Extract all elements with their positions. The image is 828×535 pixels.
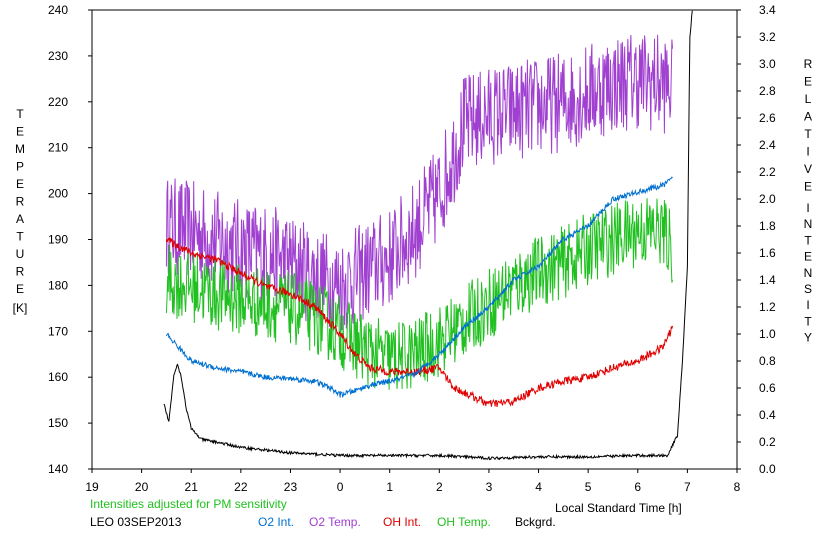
y-right-tick-label: 3.0 bbox=[759, 57, 776, 71]
y-left-label-char: R bbox=[16, 265, 25, 279]
y-left-tick-label: 140 bbox=[48, 462, 68, 476]
labels: Intensities adjusted for PM sensitivity … bbox=[90, 497, 682, 529]
y-right-tick-label: 0.6 bbox=[759, 381, 776, 395]
y-right-tick-label: 2.0 bbox=[759, 192, 776, 206]
y-right-tick-label: 2.4 bbox=[759, 138, 776, 152]
x-tick-label: 5 bbox=[585, 480, 592, 494]
y-right-tick-label: 1.0 bbox=[759, 327, 776, 341]
y-right-label-char: T bbox=[804, 127, 812, 141]
y-right-tick-label: 2.2 bbox=[759, 165, 776, 179]
x-tick-label: 20 bbox=[135, 480, 149, 494]
y-left-tick-label: 170 bbox=[48, 324, 68, 338]
y-left-label-char: E bbox=[16, 177, 24, 191]
y-right-label-char: Y bbox=[804, 331, 812, 345]
y-right-label-char: T bbox=[804, 314, 812, 328]
y-right-tick-label: 0.8 bbox=[759, 354, 776, 368]
y-left-tick-label: 160 bbox=[48, 370, 68, 384]
legend: O2 Int. O2 Temp. OH Int. OH Temp. Bckgrd. bbox=[258, 515, 556, 529]
y-left-tick-label: 240 bbox=[48, 3, 68, 17]
y-right-label-char: E bbox=[804, 75, 812, 89]
y-right-label-char: N bbox=[804, 266, 813, 280]
chart-note: Intensities adjusted for PM sensitivity bbox=[90, 497, 287, 511]
x-tick-label: 4 bbox=[535, 480, 542, 494]
y-right-tick-label: 0.2 bbox=[759, 435, 776, 449]
y-left-label-char: M bbox=[15, 142, 25, 156]
y-left-label-char: E bbox=[16, 125, 24, 139]
series-line-oh_temp bbox=[165, 198, 673, 390]
legend-entry: O2 Temp. bbox=[309, 515, 361, 529]
axes: 19 20 21 22 23 0 1 2 3 4 5 6 7 8140150160170180190200… bbox=[48, 3, 776, 494]
x-tick-label: 6 bbox=[634, 480, 641, 494]
y-left-tick-label: 230 bbox=[48, 49, 68, 63]
y-right-label-char: S bbox=[804, 282, 812, 296]
y-left-label-char: U bbox=[16, 247, 25, 261]
y-right-label-char: R bbox=[804, 57, 813, 71]
y-right-tick-label: 0.0 bbox=[759, 462, 776, 476]
y-right-label-char: A bbox=[804, 110, 812, 124]
y-right-label-char: V bbox=[804, 162, 812, 176]
y-right-label-char: N bbox=[804, 217, 813, 231]
legend-entry: Bckgrd. bbox=[515, 515, 556, 529]
y-right-tick-label: 0.4 bbox=[759, 408, 776, 422]
y-right-tick-label: 1.4 bbox=[759, 273, 776, 287]
y-right-label-char: L bbox=[805, 92, 812, 106]
y-right-label-char: E bbox=[804, 250, 812, 264]
y-left-tick-label: 200 bbox=[48, 187, 68, 201]
x-tick-label: 0 bbox=[337, 480, 344, 494]
y-right-label-char: I bbox=[806, 298, 809, 312]
series-line-bckgrd bbox=[163, 10, 693, 461]
series-layer bbox=[163, 10, 693, 461]
y-left-label-char: A bbox=[16, 212, 24, 226]
y-left-unit: [K] bbox=[13, 301, 28, 315]
y-right-tick-label: 1.2 bbox=[759, 300, 776, 314]
x-tick-label: 7 bbox=[684, 480, 691, 494]
y-right-tick-label: 3.2 bbox=[759, 30, 776, 44]
x-tick-label: 8 bbox=[734, 480, 741, 494]
station-label: LEO 03SEP2013 bbox=[90, 515, 182, 529]
series-line-o2_temp bbox=[165, 34, 673, 333]
y-left-label-char: R bbox=[16, 195, 25, 209]
y-left-tick-label: 180 bbox=[48, 278, 68, 292]
y-right-tick-label: 3.4 bbox=[759, 3, 776, 17]
y-right-tick-label: 2.6 bbox=[759, 111, 776, 125]
series-line-o2_int bbox=[165, 176, 673, 398]
y-left-label-char: P bbox=[16, 160, 24, 174]
y-right-tick-label: 1.6 bbox=[759, 246, 776, 260]
x-axis-label: Local Standard Time [h] bbox=[555, 501, 682, 515]
legend-entry: O2 Int. bbox=[258, 515, 294, 529]
x-tick-label: 19 bbox=[85, 480, 99, 494]
y-right-tick-label: 2.8 bbox=[759, 84, 776, 98]
y-right-label-char: I bbox=[806, 145, 809, 159]
y-left-tick-label: 150 bbox=[48, 416, 68, 430]
legend-entry: OH Temp. bbox=[437, 515, 491, 529]
y-right-label-char: E bbox=[804, 180, 812, 194]
x-tick-label: 22 bbox=[234, 480, 248, 494]
series-line-oh_int bbox=[165, 237, 673, 407]
y-right-label-char: T bbox=[804, 233, 812, 247]
x-tick-label: 21 bbox=[185, 480, 199, 494]
y-left-tick-label: 220 bbox=[48, 95, 68, 109]
y-right-label-char: I bbox=[806, 201, 809, 215]
y-left-tick-label: 190 bbox=[48, 233, 68, 247]
y-left-label-char: E bbox=[16, 282, 24, 296]
y-right-tick-label: 1.8 bbox=[759, 219, 776, 233]
y-left-label-char: T bbox=[16, 107, 24, 121]
y-left-tick-label: 210 bbox=[48, 141, 68, 155]
x-tick-label: 2 bbox=[436, 480, 443, 494]
x-tick-label: 1 bbox=[386, 480, 393, 494]
legend-entry: OH Int. bbox=[383, 515, 421, 529]
y-left-label-char: T bbox=[16, 230, 24, 244]
x-tick-label: 23 bbox=[284, 480, 298, 494]
x-tick-label: 3 bbox=[486, 480, 493, 494]
